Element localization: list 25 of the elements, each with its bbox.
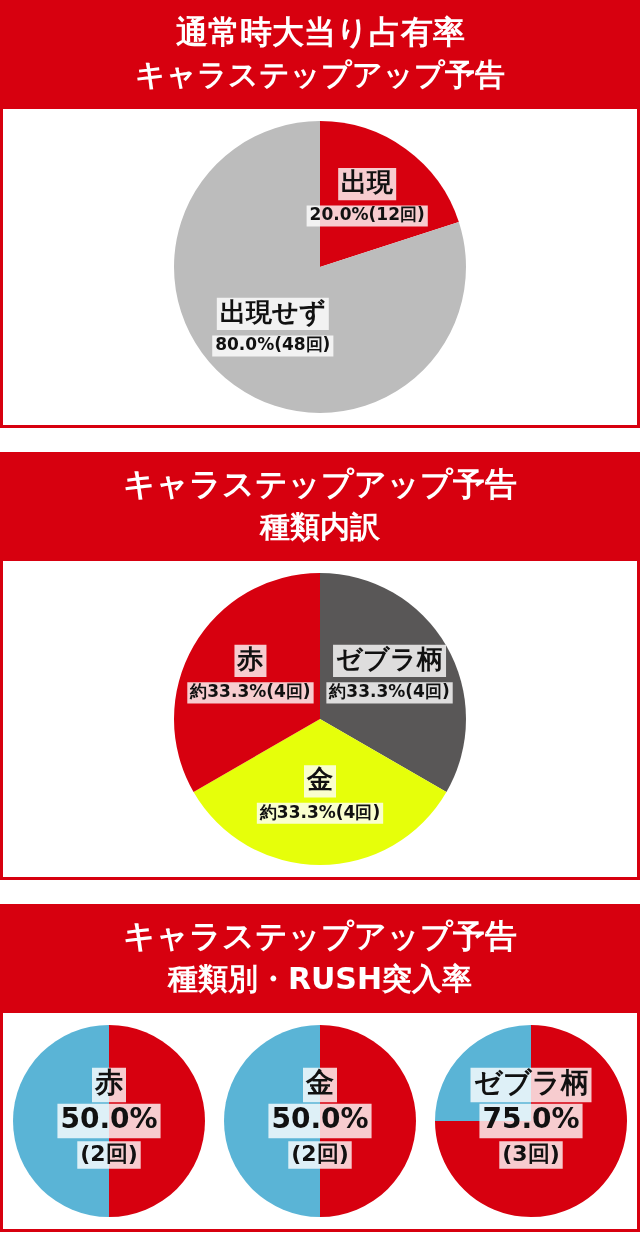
- text: 種類別・RUSH突入率: [166, 960, 474, 998]
- text: (2回): [79, 1140, 138, 1166]
- data-label: 80.0%(48回): [215, 334, 331, 355]
- slice-label: 出現せず: [219, 296, 326, 327]
- text: (2回): [291, 1140, 349, 1166]
- data-label: 50.0%: [271, 1102, 369, 1136]
- text: キャラステップアップ予告: [122, 916, 518, 957]
- chart-title: 通常時大当り占有率: [174, 12, 466, 53]
- chart-title: キャラステップアップ予告: [122, 464, 518, 505]
- data-label: 約33.3%(4回): [328, 681, 450, 702]
- slice-label: ゼブラ柄: [336, 643, 444, 674]
- text: 金: [304, 1066, 334, 1100]
- text: 赤: [93, 1066, 123, 1100]
- data-label: 50.0%: [60, 1102, 158, 1136]
- chart-subtitle: キャラステップアップ予告: [134, 56, 506, 94]
- slice-label: 赤: [236, 643, 264, 674]
- slice-label: 出現: [341, 166, 395, 197]
- chart-subtitle: 種類内訳: [258, 508, 381, 546]
- data-label: 75.0%: [482, 1102, 580, 1136]
- slice-label: 金: [306, 764, 333, 795]
- data-label: 20.0%(12回): [309, 204, 425, 225]
- data-label: 約33.3%(4回): [189, 681, 311, 702]
- text: ゼブラ柄: [473, 1066, 589, 1100]
- text: (3回): [502, 1140, 561, 1166]
- data-label: 約33.3%(4回): [258, 801, 381, 822]
